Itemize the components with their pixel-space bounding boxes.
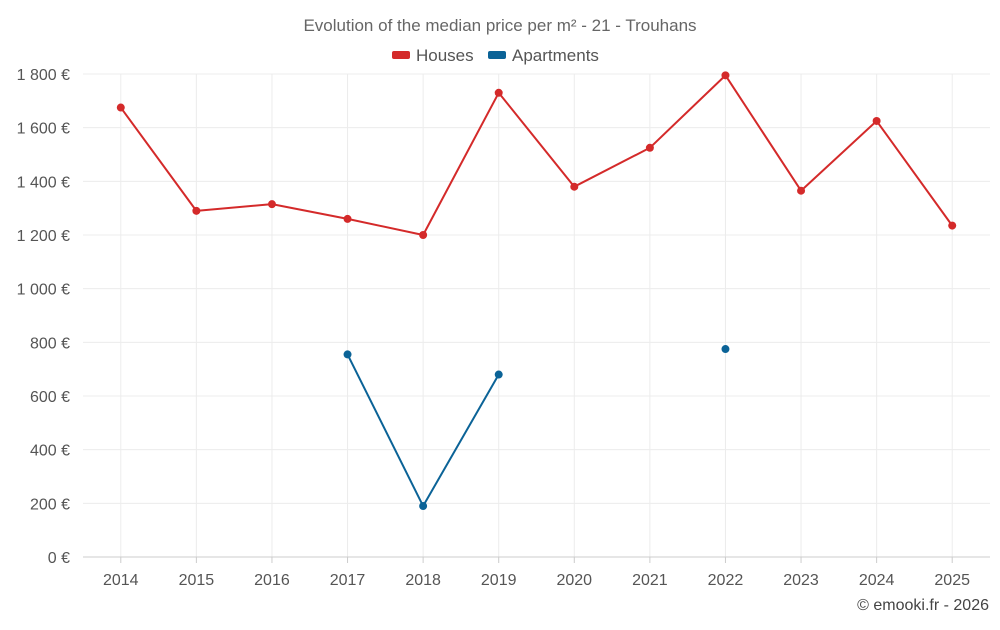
- x-tick-label: 2021: [632, 572, 668, 589]
- x-tick-label: 2024: [859, 572, 895, 589]
- legend-label-apartments: Apartments: [512, 46, 599, 65]
- x-tick-label: 2020: [556, 572, 592, 589]
- x-tick-label: 2023: [783, 572, 819, 589]
- x-tick-label: 2018: [405, 572, 441, 589]
- x-axis: 2014 2015 2016 2017 2018 2019 2020 2021 2022 2023…: [83, 556, 990, 589]
- chart-legend: Houses Apartments: [392, 46, 599, 65]
- chart-credit: © emooki.fr - 2026: [857, 597, 989, 614]
- data-point-apartments[interactable]: [721, 345, 730, 354]
- data-point-houses[interactable]: [494, 88, 503, 97]
- legend-item-houses[interactable]: Houses: [392, 46, 474, 65]
- x-tick-label: 2015: [179, 572, 215, 589]
- series-line-houses: [119, 74, 954, 236]
- y-tick-label: 1 000 €: [17, 282, 70, 299]
- data-point-apartments[interactable]: [343, 350, 352, 359]
- legend-swatch-apartments: [488, 51, 506, 59]
- chart-title: Evolution of the median price per m² - 2…: [303, 16, 696, 35]
- data-point-houses[interactable]: [872, 116, 881, 125]
- data-point-houses[interactable]: [419, 231, 428, 239]
- x-tick-label: 2016: [254, 572, 290, 589]
- y-tick-label: 200 €: [30, 496, 70, 513]
- data-point-houses[interactable]: [797, 186, 806, 195]
- data-point-houses[interactable]: [267, 200, 276, 209]
- y-tick-label: 1 400 €: [17, 174, 70, 191]
- x-tick-label: 2019: [481, 572, 517, 589]
- legend-swatch-houses: [392, 51, 410, 59]
- data-point-apartments[interactable]: [494, 370, 503, 379]
- y-tick-label: 1 600 €: [17, 121, 70, 138]
- x-tick-label: 2022: [708, 572, 744, 589]
- y-tick-label: 800 €: [30, 335, 70, 352]
- y-tick-label: 400 €: [30, 443, 70, 460]
- data-point-houses[interactable]: [343, 214, 352, 223]
- data-point-apartments[interactable]: [419, 502, 428, 511]
- y-tick-label: 0 €: [48, 550, 70, 567]
- y-axis: 0 € 200 € 400 € 600 € 800 € 1 000 € 1 200 € 1 4…: [17, 67, 70, 567]
- data-point-houses[interactable]: [570, 182, 579, 191]
- data-point-houses[interactable]: [721, 71, 730, 80]
- x-tick-label: 2017: [330, 572, 366, 589]
- data-point-houses[interactable]: [948, 221, 957, 230]
- series-houses: [116, 71, 957, 239]
- series-apartments: [343, 345, 730, 511]
- series-layer: [116, 71, 957, 511]
- y-tick-label: 1 800 €: [17, 67, 70, 84]
- legend-item-apartments[interactable]: Apartments: [488, 46, 599, 65]
- y-tick-label: 1 200 €: [17, 228, 70, 245]
- legend-label-houses: Houses: [416, 46, 474, 65]
- grid-lines: [83, 73, 990, 557]
- data-point-houses[interactable]: [192, 206, 201, 215]
- x-tick-label: 2014: [103, 572, 139, 589]
- x-tick-label: 2025: [934, 572, 970, 589]
- y-tick-label: 600 €: [30, 389, 70, 406]
- data-point-houses[interactable]: [116, 103, 125, 112]
- data-point-houses[interactable]: [645, 143, 654, 152]
